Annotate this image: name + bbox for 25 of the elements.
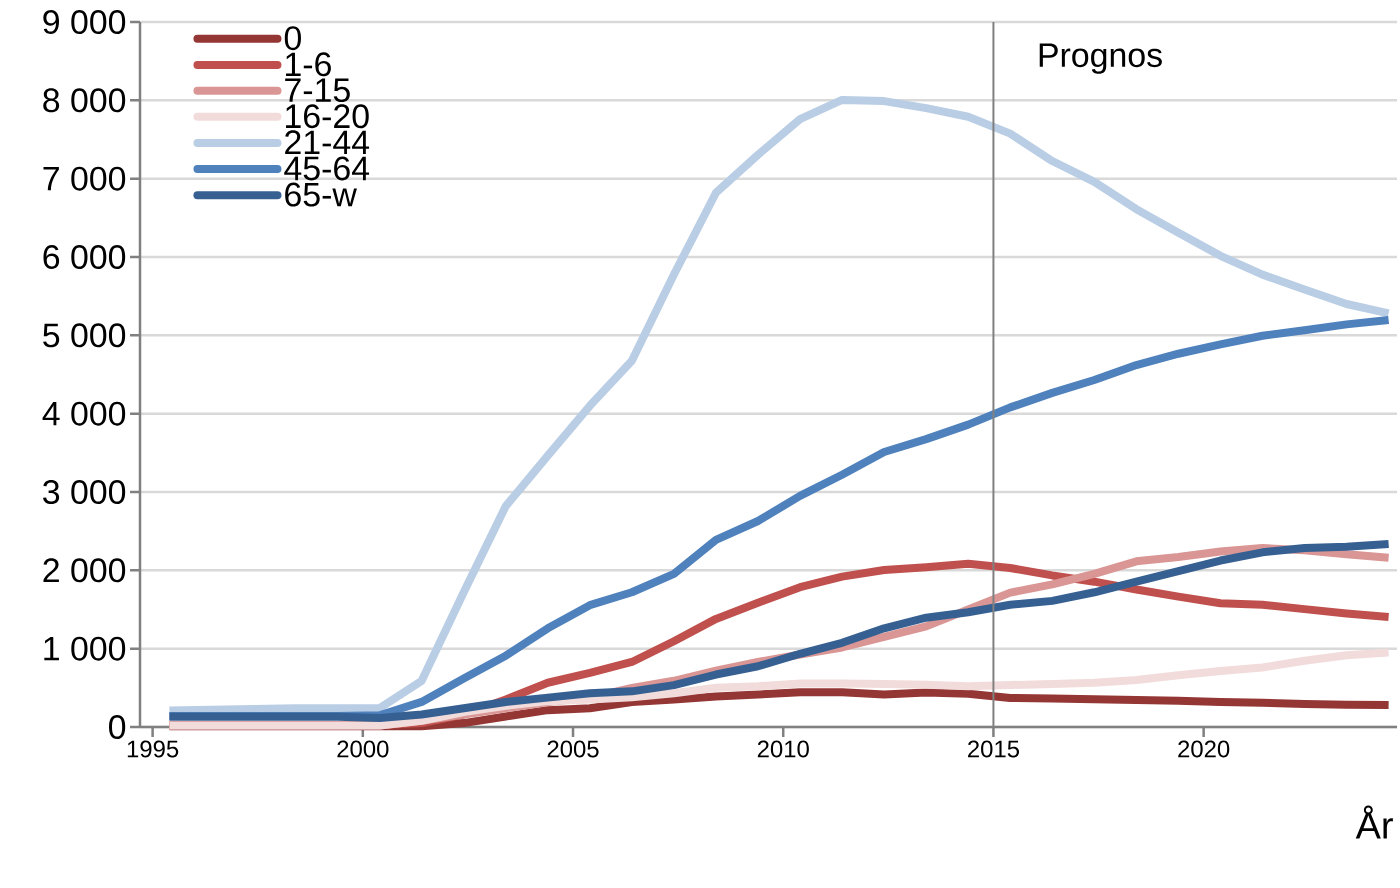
- legend-label: 0: [284, 26, 301, 51]
- legend-label: 45-64: [284, 156, 370, 181]
- legend-label: 65-w: [285, 182, 357, 207]
- y-tick-label: 4 000: [42, 401, 126, 426]
- legend-label: 16-20: [286, 104, 369, 129]
- x-tick-label: 2000: [337, 740, 389, 758]
- y-tick-label: 3 000: [43, 480, 126, 504]
- y-tick-label: 6 000: [43, 245, 126, 269]
- y-tick-label: 1 000: [44, 636, 126, 661]
- y-tick-label: 9 000: [43, 9, 126, 34]
- x-tick-label: 2015: [968, 740, 1020, 758]
- y-tick-label: 7 000: [43, 166, 126, 191]
- y-tick-label: 0: [109, 715, 126, 739]
- legend-label: 21-44: [285, 130, 370, 155]
- y-tick-label: 8 000: [43, 88, 126, 113]
- x-axis-title: År: [1355, 805, 1393, 839]
- legend-label: 1-6: [286, 52, 331, 77]
- y-tick-label: 5 000: [43, 323, 126, 348]
- y-tick-label: 2 000: [43, 558, 126, 583]
- x-tick-label: 2010: [757, 740, 809, 758]
- legend-label: 7-15: [285, 78, 350, 103]
- x-tick-label: 2020: [1178, 740, 1230, 758]
- x-tick-label: 2005: [547, 740, 599, 758]
- x-tick-label: 1995: [127, 740, 179, 758]
- ref-line-label: Prognos: [1039, 43, 1162, 74]
